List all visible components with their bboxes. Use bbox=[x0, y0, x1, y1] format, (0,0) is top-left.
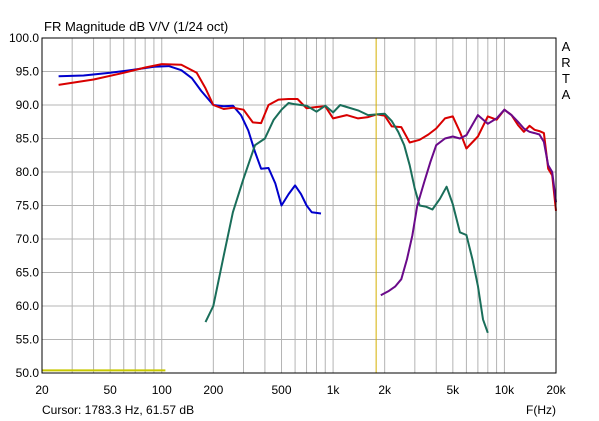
y-tick-label: 95.0 bbox=[16, 65, 40, 79]
cursor-readout: Cursor: 1783.3 Hz, 61.57 dB bbox=[42, 403, 194, 417]
y-tick-label: 70.0 bbox=[16, 232, 40, 246]
x-tick-label: 2k bbox=[378, 383, 392, 397]
x-axis-ticks: 20 50 100 200 500 1k 2k 5k 10k 20k bbox=[35, 383, 566, 397]
y-tick-label: 80.0 bbox=[16, 165, 40, 179]
x-tick-label: 500 bbox=[271, 383, 291, 397]
x-tick-label: 200 bbox=[203, 383, 223, 397]
x-tick-label: 50 bbox=[104, 383, 118, 397]
arta-letter: A bbox=[562, 87, 571, 102]
x-unit-label: F(Hz) bbox=[526, 403, 556, 417]
x-tick-label: 1k bbox=[327, 383, 341, 397]
series-group bbox=[58, 63, 557, 334]
series-line-3 bbox=[204, 102, 489, 334]
series-line-1 bbox=[58, 65, 322, 215]
x-tick-label: 100 bbox=[152, 383, 172, 397]
x-tick-label: 5k bbox=[447, 383, 461, 397]
y-tick-label: 75.0 bbox=[16, 199, 40, 213]
chart-title: FR Magnitude dB V/V (1/24 oct) bbox=[44, 19, 228, 34]
arta-letter: R bbox=[561, 55, 570, 70]
y-tick-label: 65.0 bbox=[16, 266, 40, 280]
x-tick-label: 20 bbox=[35, 383, 49, 397]
y-tick-label: 100.0 bbox=[9, 31, 39, 45]
series-line-4 bbox=[380, 108, 557, 297]
arta-letter: T bbox=[562, 71, 570, 86]
y-tick-label: 55.0 bbox=[16, 333, 40, 347]
y-tick-label: 90.0 bbox=[16, 98, 40, 112]
y-tick-label: 60.0 bbox=[16, 299, 40, 313]
x-tick-label: 20k bbox=[546, 383, 566, 397]
arta-letter: A bbox=[562, 39, 571, 54]
x-tick-label: 10k bbox=[495, 383, 515, 397]
plot-frame bbox=[41, 37, 557, 374]
y-tick-label: 85.0 bbox=[16, 132, 40, 146]
y-tick-label: 50.0 bbox=[16, 366, 40, 380]
y-axis-ticks: 100.0 95.0 90.0 85.0 80.0 75.0 70.0 65.0 60.0 55.… bbox=[9, 31, 39, 380]
